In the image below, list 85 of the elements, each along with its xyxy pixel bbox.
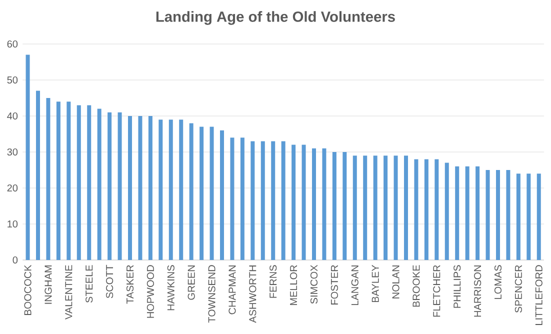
bar: [56, 102, 60, 260]
y-tick-label: 0: [12, 256, 18, 264]
x-tick-label: HOPWOOD: [146, 265, 154, 318]
bar: [465, 166, 470, 260]
x-tick-label: HARRISON: [474, 266, 482, 317]
bar: [148, 116, 152, 260]
x-tick-label: BROOKE: [412, 265, 420, 307]
bar: [230, 138, 234, 260]
bar: [363, 156, 368, 260]
chart-title: Landing Age of the Old Volunteers: [156, 11, 395, 25]
x-tick-label: FOSTER: [330, 265, 338, 304]
bar: [536, 174, 541, 260]
bar: [526, 174, 531, 260]
y-tick-label: 60: [7, 40, 18, 48]
bar: [108, 112, 112, 260]
bar: [200, 126, 204, 260]
x-tick-label: MELLOR: [290, 265, 298, 306]
x-tick-label: LANGAN: [351, 266, 358, 306]
y-tick-label: 40: [7, 112, 18, 120]
x-tick-label: FERNS: [270, 265, 277, 298]
x-tick-label: SIMCOX: [310, 264, 318, 304]
y-tick-label: 10: [8, 220, 18, 228]
bar: [281, 141, 286, 260]
bar: [404, 156, 408, 260]
x-tick-label: TOWNSEND: [208, 265, 216, 323]
bar: [220, 130, 224, 260]
bar: [302, 144, 306, 260]
bar: [496, 170, 500, 260]
x-tick-label: PHILLIPS: [454, 265, 461, 308]
bar: [76, 105, 81, 260]
bar: [240, 138, 244, 260]
bar: [373, 156, 378, 260]
y-tick-label: 50: [7, 76, 18, 84]
x-tick-label: CHAPMAN: [228, 266, 236, 314]
x-tick-label: NOLAN: [392, 266, 400, 298]
bar: [210, 126, 214, 260]
bar: [260, 141, 265, 260]
x-tick-label: TASKER: [126, 265, 134, 304]
bar: [158, 120, 163, 260]
bar: [168, 120, 173, 260]
bar: [322, 148, 326, 260]
bar: [332, 152, 336, 260]
bar: [394, 156, 398, 260]
bar: [414, 159, 418, 260]
bar: [26, 54, 30, 260]
bar: [250, 141, 255, 260]
bar: [97, 108, 102, 260]
bar: [118, 112, 122, 260]
bar: [312, 148, 316, 260]
x-tick-label: SPENCER: [514, 265, 522, 313]
y-tick-label: 20: [7, 184, 18, 192]
x-tick-label: VALENTINE: [65, 265, 72, 320]
bar: [292, 144, 296, 260]
x-tick-label: SCOTT: [106, 264, 114, 298]
x-tick-label: GREEN: [188, 266, 195, 300]
bar: [138, 116, 142, 260]
x-tick-label: STEELE: [86, 265, 93, 303]
x-tick-label: INGHAM: [44, 266, 52, 304]
bar: [36, 90, 40, 260]
x-tick-label: BAYLEY: [372, 264, 379, 302]
bar: [424, 159, 428, 260]
y-tick-label: 30: [7, 148, 18, 156]
bar: [128, 116, 132, 260]
bar: [66, 102, 71, 260]
x-tick-label: ASHWORTH: [249, 266, 256, 323]
bar: [342, 152, 347, 260]
bar: [352, 156, 357, 260]
bar: [384, 156, 388, 260]
bar: [189, 123, 194, 260]
x-tick-label: FLETCHER: [433, 265, 440, 317]
x-tick-label: LOMAS: [494, 265, 502, 299]
bar: [271, 141, 276, 260]
x-tick-label: HAWKINS: [167, 265, 174, 310]
bar: [486, 170, 490, 260]
bar: [506, 170, 510, 260]
bar: [444, 162, 449, 260]
bar: [476, 166, 480, 260]
bar: [46, 98, 50, 260]
bar: [516, 174, 520, 260]
bar: [179, 120, 184, 260]
bar: [434, 159, 439, 260]
x-tick-label: BOOCOCK: [24, 264, 32, 315]
bar: [87, 105, 92, 260]
x-tick-label: LITTLEFORD: [535, 265, 542, 325]
bar: [455, 166, 460, 260]
